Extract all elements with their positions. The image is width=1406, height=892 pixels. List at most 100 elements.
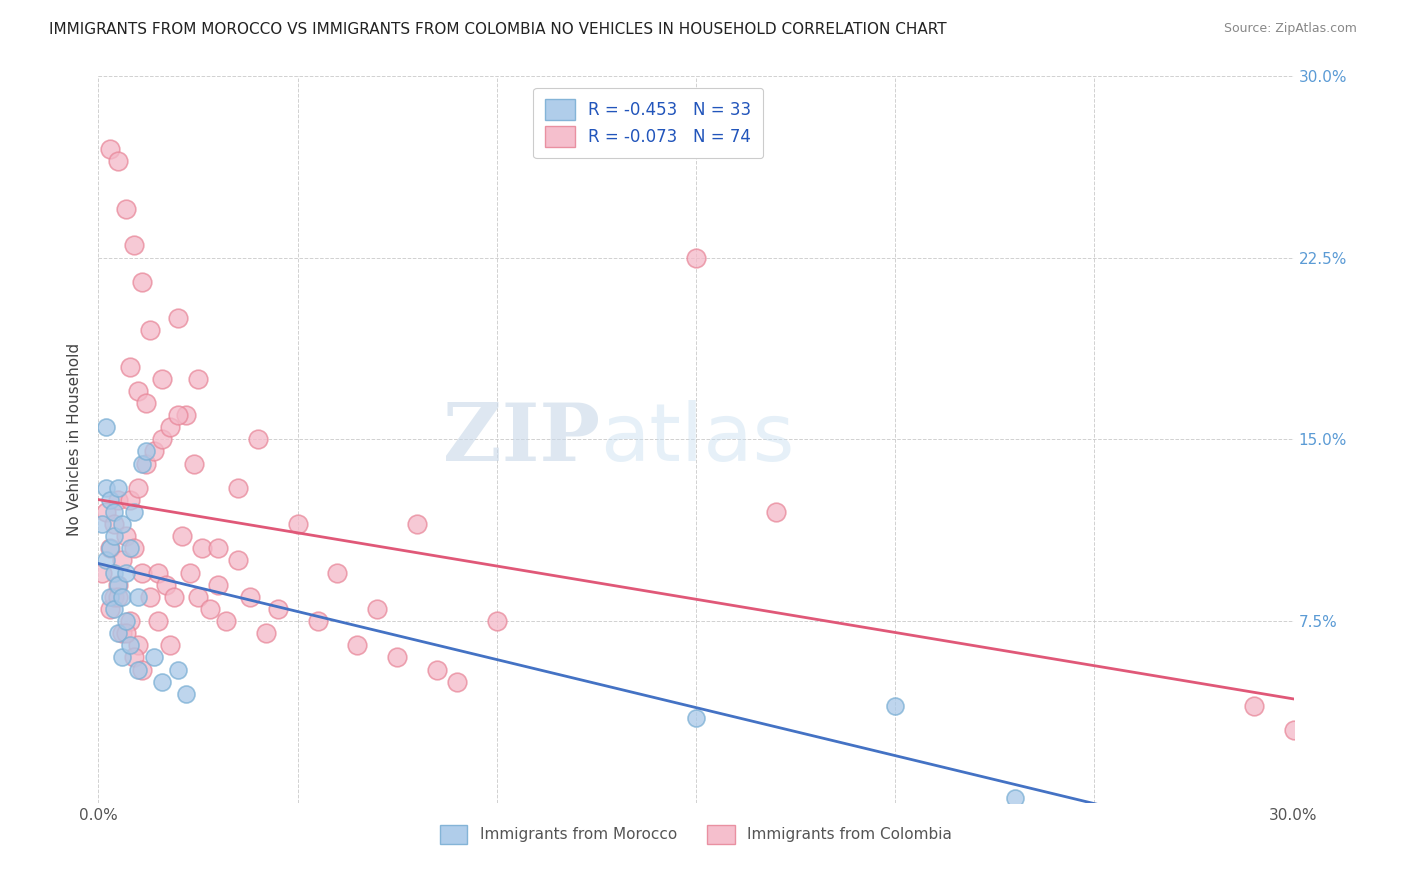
Point	[326, 566, 349, 580]
Point	[207, 578, 229, 592]
Point	[131, 663, 153, 677]
Point	[139, 323, 162, 337]
Point	[103, 590, 125, 604]
Point	[107, 492, 129, 507]
Point	[191, 541, 214, 556]
Point	[120, 614, 142, 628]
Point	[103, 529, 125, 543]
Point	[167, 408, 190, 422]
Point	[174, 687, 197, 701]
Point	[267, 602, 290, 616]
Point	[163, 590, 186, 604]
Point	[1004, 791, 1026, 805]
Point	[239, 590, 262, 604]
Point	[127, 663, 149, 677]
Point	[426, 663, 449, 677]
Point	[127, 590, 149, 604]
Y-axis label: No Vehicles in Household: No Vehicles in Household	[67, 343, 83, 536]
Point	[91, 566, 114, 580]
Point	[98, 541, 122, 556]
Point	[111, 553, 134, 567]
Point	[1243, 698, 1265, 713]
Point	[91, 517, 114, 532]
Point	[111, 517, 134, 532]
Point	[120, 359, 142, 374]
Point	[207, 541, 229, 556]
Point	[124, 650, 146, 665]
Point	[96, 553, 118, 567]
Point	[159, 420, 181, 434]
Point	[124, 541, 146, 556]
Point	[96, 481, 118, 495]
Point	[107, 481, 129, 495]
Point	[103, 517, 125, 532]
Point	[143, 444, 166, 458]
Point	[98, 541, 122, 556]
Point	[155, 578, 177, 592]
Point	[167, 663, 190, 677]
Point	[183, 457, 205, 471]
Point	[107, 153, 129, 168]
Point	[103, 602, 125, 616]
Point	[246, 432, 269, 446]
Point	[115, 626, 138, 640]
Point	[406, 517, 429, 532]
Point	[107, 626, 129, 640]
Point	[1282, 723, 1305, 737]
Point	[115, 202, 138, 216]
Point	[187, 372, 209, 386]
Point	[167, 311, 190, 326]
Point	[115, 529, 138, 543]
Point	[198, 602, 221, 616]
Point	[179, 566, 201, 580]
Point	[124, 238, 146, 252]
Point	[139, 590, 162, 604]
Text: atlas: atlas	[600, 401, 794, 478]
Text: Source: ZipAtlas.com: Source: ZipAtlas.com	[1223, 22, 1357, 36]
Point	[254, 626, 277, 640]
Point	[135, 444, 157, 458]
Point	[115, 566, 138, 580]
Point	[131, 275, 153, 289]
Point	[346, 638, 368, 652]
Point	[107, 578, 129, 592]
Point	[107, 578, 129, 592]
Point	[172, 529, 194, 543]
Point	[685, 711, 707, 725]
Point	[150, 432, 173, 446]
Point	[120, 541, 142, 556]
Point	[765, 505, 787, 519]
Point	[124, 505, 146, 519]
Point	[226, 481, 249, 495]
Point	[131, 457, 153, 471]
Point	[115, 614, 138, 628]
Point	[111, 650, 134, 665]
Point	[135, 457, 157, 471]
Point	[287, 517, 309, 532]
Legend: Immigrants from Morocco, Immigrants from Colombia: Immigrants from Morocco, Immigrants from…	[434, 819, 957, 850]
Point	[307, 614, 329, 628]
Point	[215, 614, 238, 628]
Point	[187, 590, 209, 604]
Point	[120, 638, 142, 652]
Point	[174, 408, 197, 422]
Point	[884, 698, 907, 713]
Point	[150, 674, 173, 689]
Point	[685, 251, 707, 265]
Point	[111, 590, 134, 604]
Point	[135, 396, 157, 410]
Point	[148, 614, 170, 628]
Point	[96, 505, 118, 519]
Point	[148, 566, 170, 580]
Point	[111, 626, 134, 640]
Point	[366, 602, 388, 616]
Point	[96, 420, 118, 434]
Point	[120, 492, 142, 507]
Text: IMMIGRANTS FROM MOROCCO VS IMMIGRANTS FROM COLOMBIA NO VEHICLES IN HOUSEHOLD COR: IMMIGRANTS FROM MOROCCO VS IMMIGRANTS FR…	[49, 22, 946, 37]
Point	[143, 650, 166, 665]
Point	[98, 141, 122, 155]
Point	[159, 638, 181, 652]
Point	[98, 492, 122, 507]
Point	[150, 372, 173, 386]
Point	[385, 650, 409, 665]
